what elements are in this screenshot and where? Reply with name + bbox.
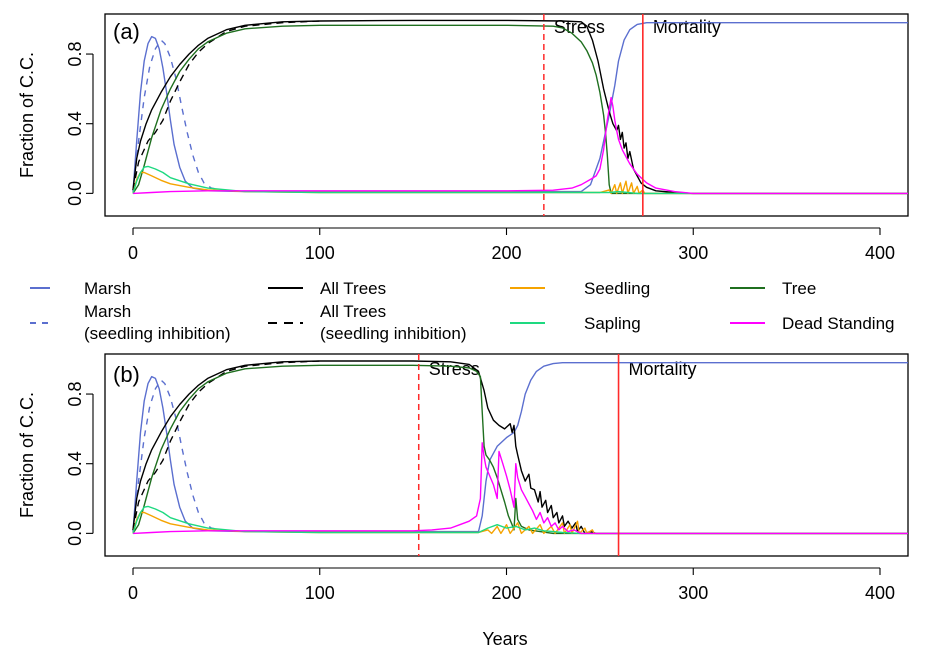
legend-label-marsh-inhibition-line2: (seedling inhibition) [84,324,230,343]
panel-b-series-seedling [132,511,908,535]
panel-b-x-tick-label: 100 [305,583,335,603]
panel-a-tag: (a) [113,19,140,44]
panel-a: (a) Stress Mortality 0 100 200 300 400 0.0 0.4… [65,13,909,263]
panel-b-series-all-trees [132,360,908,535]
panel-b-tag: (b) [113,362,140,387]
panel-a-series-marsh [132,22,908,193]
panel-b-event-lines [417,354,620,556]
panel-a-series-tree [132,24,908,195]
panel-b-y-tick-label: 0.8 [65,382,85,407]
legend: Marsh Marsh (seedling inhibition) All Tr… [30,279,894,343]
panel-b-series [132,360,908,535]
panel-a-series-marsh-inhib [132,39,264,193]
panel-b: (b) Stress Mortality 0 100 200 300 4000.00.4… [65,353,909,603]
panel-a-series-all-trees-inhib [132,20,320,191]
legend-item-dead-standing: Dead Standing [730,314,894,333]
panel-b-x-tick-label: 0 [128,583,138,603]
panel-a-x-tick-label: 400 [865,243,895,263]
legend-label-tree: Tree [782,279,816,298]
panel-a-frame [104,13,909,217]
legend-label-marsh: Marsh [84,279,131,298]
panel-a-axes: 0 100 200 300 400 0.0 0.4 0.8 [65,42,895,263]
panel-a-event-lines [543,14,644,216]
panel-b-series-tree [132,364,908,535]
panel-a-series-seedling [132,171,908,195]
panel-b-mortality-label: Mortality [629,359,697,379]
x-axis-title: Years [482,629,527,649]
panel-b-series-all-trees-inhib [132,360,320,531]
panel-a-mortality-label: Mortality [653,17,721,37]
legend-label-all-trees-inhibition-line1: All Trees [320,302,386,321]
panel-a-x-tick-label: 300 [678,243,708,263]
panel-b-x-tick-label: 200 [491,583,521,603]
panel-a-stress-label: Stress [554,17,605,37]
panel-a-x-tick-label: 200 [491,243,521,263]
legend-label-all-trees-inhibition-line2: (seedling inhibition) [320,324,466,343]
panel-a-x-tick-label: 100 [305,243,335,263]
legend-label-dead-standing: Dead Standing [782,314,894,333]
panel-a-y-tick-label: 0.4 [65,111,85,136]
panel-b-y-tick-label: 0.0 [65,521,85,546]
panel-b-frame [104,353,909,557]
panel-b-series-sapling [132,505,908,535]
panel-b-series-marsh [132,362,908,533]
panel-b-series-dead [132,442,908,535]
legend-item-all-trees: All Trees [268,279,386,298]
panel-a-x-tick-label: 0 [128,243,138,263]
panel-b-ylabel: Fraction of C.C. [17,392,37,518]
legend-item-marsh-inhibition: Marsh (seedling inhibition) [30,302,230,343]
legend-item-marsh: Marsh [30,279,131,298]
panel-a-ylabel: Fraction of C.C. [17,52,37,178]
legend-item-seedling: Seedling [510,279,650,298]
legend-label-sapling: Sapling [584,314,641,333]
legend-item-tree: Tree [730,279,816,298]
panel-a-y-tick-label: 0.0 [65,181,85,206]
panel-b-y-tick-label: 0.4 [65,451,85,476]
panel-b-axes: 0 100 200 300 400 0.0 0.4 0.8 [65,382,895,603]
panel-b-series-marsh-inhib [132,379,264,533]
panel-a-series-dead [132,96,908,195]
panel-b-x-tick-label: 300 [678,583,708,603]
legend-label-marsh-inhibition-line1: Marsh [84,302,131,321]
panel-b-x-tick-label: 400 [865,583,895,603]
legend-item-all-trees-inhibition: All Trees (seedling inhibition) [268,302,466,343]
panel-a-series-all-trees [132,19,908,195]
legend-label-all-trees: All Trees [320,279,386,298]
legend-label-seedling: Seedling [584,279,650,298]
panel-a-series-sapling [132,165,908,195]
panel-a-y-tick-label: 0.8 [65,42,85,67]
legend-item-sapling: Sapling [510,314,641,333]
panel-a-series [132,19,908,195]
